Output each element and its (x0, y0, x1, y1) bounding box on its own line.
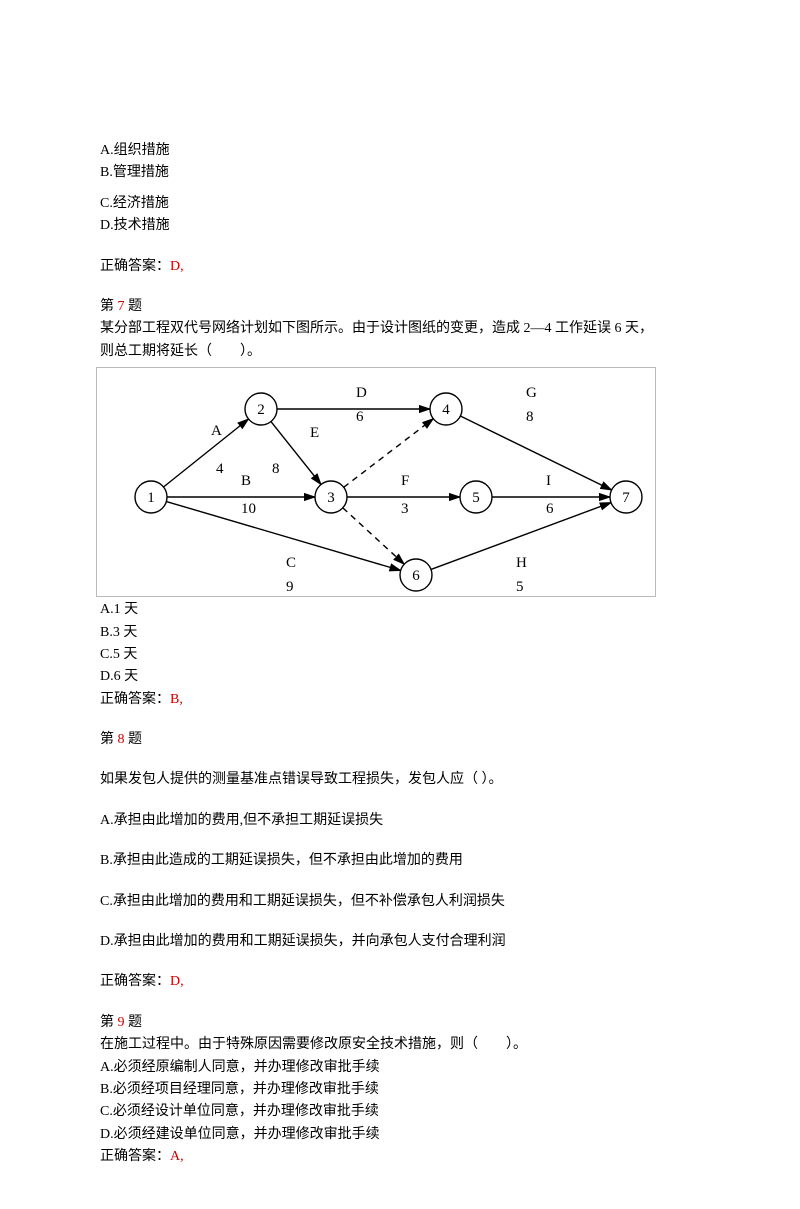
q6-option-a: A.组织措施 (100, 140, 700, 162)
svg-text:F: F (401, 473, 409, 489)
svg-text:D: D (356, 385, 367, 401)
q6-option-c: C.经济措施 (100, 193, 700, 215)
answer-value: A, (170, 1149, 184, 1164)
q7-stem-2: 则总工期将延长（ ）。 (100, 341, 700, 363)
answer-value: D, (170, 974, 184, 989)
document-page: A.组织措施 B.管理措施 C.经济措施 D.技术措施 正确答案：D, 第 7 … (0, 0, 800, 1209)
q9-option-a: A.必须经原编制人同意，并办理修改审批手续 (100, 1057, 700, 1079)
q6-option-d: D.技术措施 (100, 215, 700, 237)
q-suffix: 题 (125, 1015, 143, 1030)
answer-label: 正确答案： (100, 259, 170, 274)
answer-value: D, (170, 259, 184, 274)
svg-text:3: 3 (327, 490, 335, 506)
q8-option-d: D.承担由此增加的费用和工期延误损失，并向承包人支付合理利润 (100, 931, 700, 953)
svg-text:G: G (526, 385, 537, 401)
svg-text:8: 8 (526, 409, 534, 425)
q-number: 7 (118, 299, 125, 314)
q7-header: 第 7 题 (100, 296, 700, 318)
svg-text:6: 6 (356, 409, 364, 425)
answer-label: 正确答案： (100, 1149, 170, 1164)
q6-option-b: B.管理措施 (100, 162, 700, 184)
q7-option-b: B.3 天 (100, 622, 700, 644)
q-prefix: 第 (100, 732, 118, 747)
q7-option-d: D.6 天 (100, 666, 700, 688)
svg-text:A: A (211, 423, 222, 439)
answer-label: 正确答案： (100, 974, 170, 989)
q9-answer: 正确答案：A, (100, 1146, 700, 1168)
svg-text:4: 4 (442, 402, 450, 418)
svg-text:5: 5 (472, 490, 480, 506)
q9-stem: 在施工过程中。由于特殊原因需要修改原安全技术措施，则（ ）。 (100, 1034, 700, 1056)
q-prefix: 第 (100, 299, 118, 314)
q9-header: 第 9 题 (100, 1012, 700, 1034)
svg-text:3: 3 (401, 501, 409, 517)
q8-header: 第 8 题 (100, 729, 700, 751)
svg-text:E: E (310, 425, 319, 441)
svg-text:I: I (546, 473, 551, 489)
q7-stem-1: 某分部工程双代号网络计划如下图所示。由于设计图纸的变更，造成 2—4 工作延误 … (100, 318, 700, 340)
q9-option-d: D.必须经建设单位同意，并办理修改审批手续 (100, 1124, 700, 1146)
q-number: 8 (118, 732, 125, 747)
q8-option-c: C.承担由此增加的费用和工期延误损失，但不补偿承包人利润损失 (100, 891, 700, 913)
svg-text:6: 6 (546, 501, 554, 517)
svg-text:4: 4 (216, 461, 224, 477)
q7-option-c: C.5 天 (100, 644, 700, 666)
answer-value: B, (170, 692, 183, 707)
q-number: 9 (118, 1015, 125, 1030)
q9-option-b: B.必须经项目经理同意，并办理修改审批手续 (100, 1079, 700, 1101)
svg-text:C: C (286, 555, 296, 571)
q7-option-a: A.1 天 (100, 599, 700, 621)
q8-option-b: B.承担由此造成的工期延误损失，但不承担由此增加的费用 (100, 850, 700, 872)
q8-stem: 如果发包人提供的测量基准点错误导致工程损失，发包人应（ ）。 (100, 769, 700, 791)
svg-text:9: 9 (286, 579, 294, 595)
q-suffix: 题 (125, 732, 143, 747)
q8-option-a: A.承担由此增加的费用,但不承担工期延误损失 (100, 810, 700, 832)
svg-text:H: H (516, 555, 527, 571)
svg-text:B: B (241, 473, 251, 489)
q8-answer: 正确答案：D, (100, 971, 700, 993)
svg-text:5: 5 (516, 579, 524, 595)
network-diagram: A 4 B 10 C 9 D 6 E 8 F 3 G 8 I 6 H 5 1 2 3 4 5 6 7 (96, 367, 656, 597)
svg-text:7: 7 (622, 490, 630, 506)
q6-answer: 正确答案：D, (100, 256, 700, 278)
svg-text:1: 1 (147, 490, 155, 506)
svg-text:10: 10 (241, 501, 256, 517)
answer-label: 正确答案： (100, 692, 170, 707)
svg-text:6: 6 (412, 568, 420, 584)
q7-answer: 正确答案：B, (100, 689, 700, 711)
q-prefix: 第 (100, 1015, 118, 1030)
q-suffix: 题 (125, 299, 143, 314)
svg-text:2: 2 (257, 402, 265, 418)
q9-option-c: C.必须经设计单位同意，并办理修改审批手续 (100, 1101, 700, 1123)
svg-text:8: 8 (272, 461, 280, 477)
